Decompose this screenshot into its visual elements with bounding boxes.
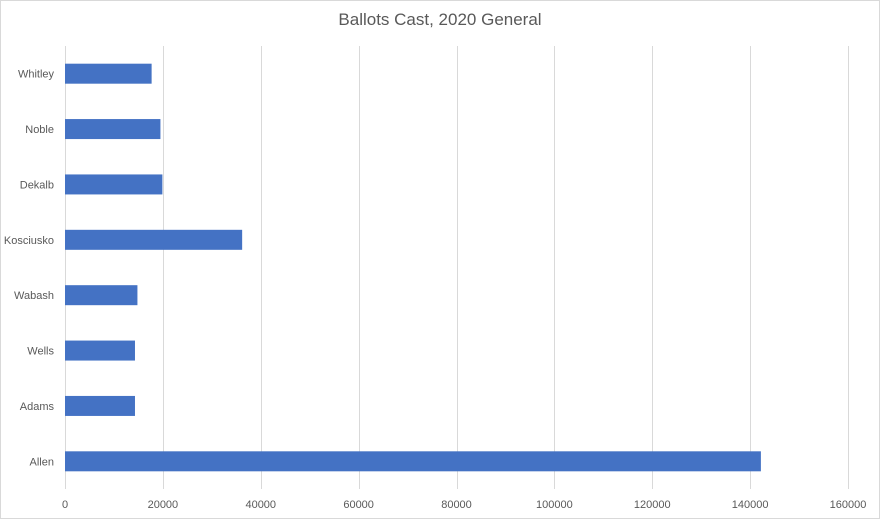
x-tick-label: 0 [62,499,68,511]
category-label: Wabash [14,290,54,302]
category-label: Dekalb [20,179,54,191]
bar-dekalb [65,174,163,195]
bar-noble [65,119,161,140]
bar-allen [65,451,761,472]
category-label: Whitley [18,69,55,81]
x-tick-label: 120000 [634,499,671,511]
x-tick-label: 40000 [245,499,276,511]
bar-wells [65,340,135,361]
category-label: Allen [30,456,54,468]
x-tick-label: 140000 [732,499,769,511]
category-label: Adams [20,401,55,413]
x-tick-label: 100000 [536,499,573,511]
category-label: Kosciusko [4,235,54,247]
x-tick-label: 160000 [830,499,867,511]
x-tick-label: 60000 [343,499,374,511]
bar-whitley [65,63,152,84]
bar-adams [65,395,135,416]
bar-kosciusko [65,229,243,250]
x-tick-label: 80000 [441,499,472,511]
category-label: Wells [27,346,54,358]
x-tick-label: 20000 [148,499,179,511]
category-label: Noble [25,124,54,136]
chart-title: Ballots Cast, 2020 General [338,10,542,29]
bar-wabash [65,285,138,306]
